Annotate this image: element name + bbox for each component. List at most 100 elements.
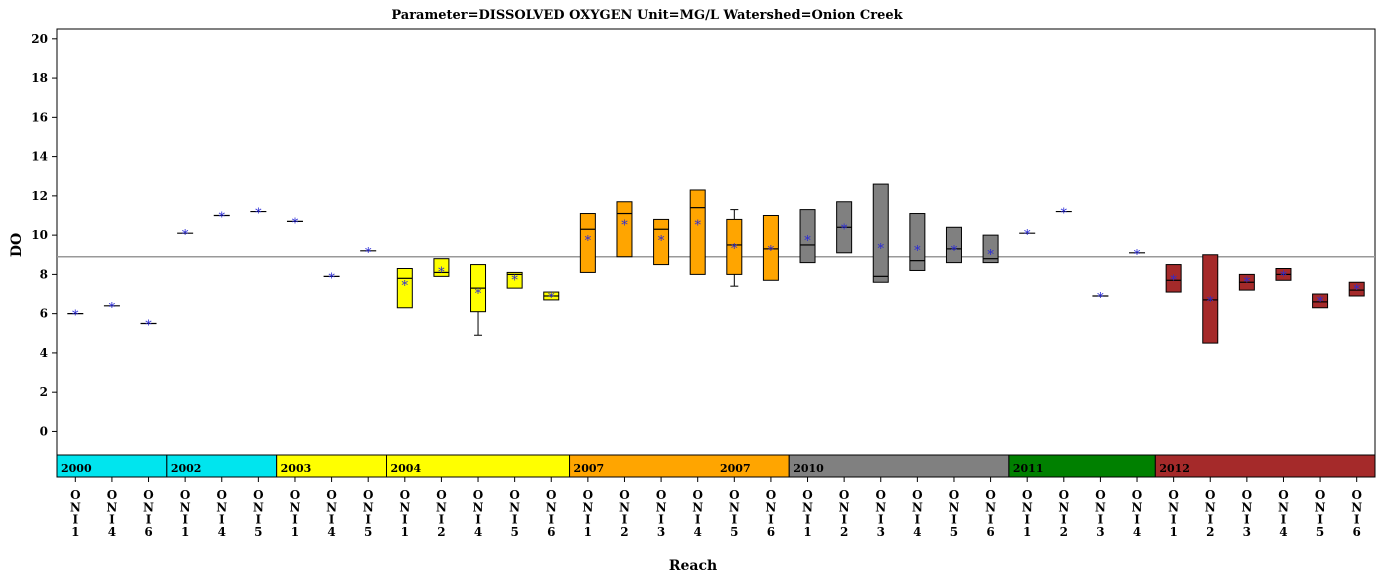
mean-marker: *: [658, 234, 665, 249]
year-band-label: 2011: [1013, 462, 1044, 475]
mean-marker: *: [72, 309, 79, 324]
y-tick-label: 14: [31, 150, 48, 164]
year-band-label: 2002: [171, 462, 202, 475]
mean-marker: *: [1024, 228, 1031, 243]
y-axis-label: DO: [9, 233, 25, 257]
box: [909, 213, 926, 271]
box: [653, 218, 670, 266]
box: [799, 209, 816, 264]
y-tick-label: 18: [31, 71, 48, 85]
box: [616, 201, 633, 258]
box: [982, 234, 999, 264]
mean-marker: *: [1280, 269, 1287, 284]
mean-marker: *: [1097, 291, 1104, 306]
y-axis: 0 2 4 6 8 10 12 14 16 18 20: [31, 32, 57, 438]
mean-marker: *: [1317, 295, 1324, 310]
mean-marker: *: [878, 242, 885, 257]
mean-marker: *: [219, 210, 226, 225]
x-tick-labels: O N I 1 O N I 4 O N I 6 O N I 1 O N I 4 O N I 5 O N I 1 O N I 4 O N I 5 O N I 1…: [70, 477, 1362, 539]
y-tick-label: 6: [40, 307, 48, 321]
mean-marker: *: [1061, 207, 1068, 222]
mean-marker: *: [1353, 283, 1360, 298]
year-bands: 2000 2002 2003 2004 2007 2007 2010 2011 2012: [56, 454, 1376, 478]
chart-title: Parameter=DISSOLVED OXYGEN Unit=MG/L Wat…: [391, 8, 903, 23]
y-tick-label: 10: [31, 228, 48, 242]
y-tick-label: 12: [31, 189, 48, 203]
box: [1165, 264, 1182, 293]
box: [1312, 293, 1329, 309]
year-band: [1154, 454, 1376, 478]
mean-marker: *: [328, 271, 335, 286]
mean-marker: *: [1170, 273, 1177, 288]
mean-marker: *: [731, 242, 738, 257]
plot-frame: [56, 28, 1376, 478]
mean-marker: *: [1244, 275, 1251, 290]
box: [872, 183, 889, 283]
box: [1348, 281, 1365, 297]
year-band-label: 2007: [574, 462, 605, 475]
mean-marker: *: [768, 244, 775, 259]
box: [506, 271, 523, 289]
box: [762, 214, 779, 281]
box: [579, 213, 596, 273]
mean-marker: *: [1207, 295, 1214, 310]
mean-marker: *: [585, 234, 592, 249]
mean-marker: *: [987, 248, 994, 263]
box: [726, 218, 743, 275]
mean-marker: *: [548, 291, 555, 306]
year-band-label: 2010: [793, 462, 824, 475]
year-band-label: 2004: [391, 462, 422, 475]
year-band-label: 2000: [61, 462, 92, 475]
mean-marker: *: [694, 218, 701, 233]
y-tick-label: 0: [40, 424, 48, 438]
mean-marker: *: [841, 222, 848, 237]
year-band-label: 2003: [281, 462, 312, 475]
y-tick-label: 8: [40, 267, 48, 281]
box: [1202, 254, 1219, 344]
mean-marker: *: [292, 216, 299, 231]
y-tick-label: 20: [31, 32, 48, 46]
mean-marker: *: [914, 244, 921, 259]
mean-marker: *: [951, 244, 958, 259]
boxes: * * * * * * * * * * * * * * * * * * * * * * * * * * * * * * * * * * * *: [67, 183, 1365, 344]
mean-marker: *: [621, 218, 628, 233]
mean-marker: *: [1134, 248, 1141, 263]
mean-marker: *: [475, 287, 482, 302]
mean-marker: *: [255, 207, 262, 222]
y-tick-label: 2: [40, 385, 48, 399]
year-band-label: 2007: [720, 462, 751, 475]
mean-marker: *: [182, 228, 189, 243]
mean-marker: *: [511, 273, 518, 288]
